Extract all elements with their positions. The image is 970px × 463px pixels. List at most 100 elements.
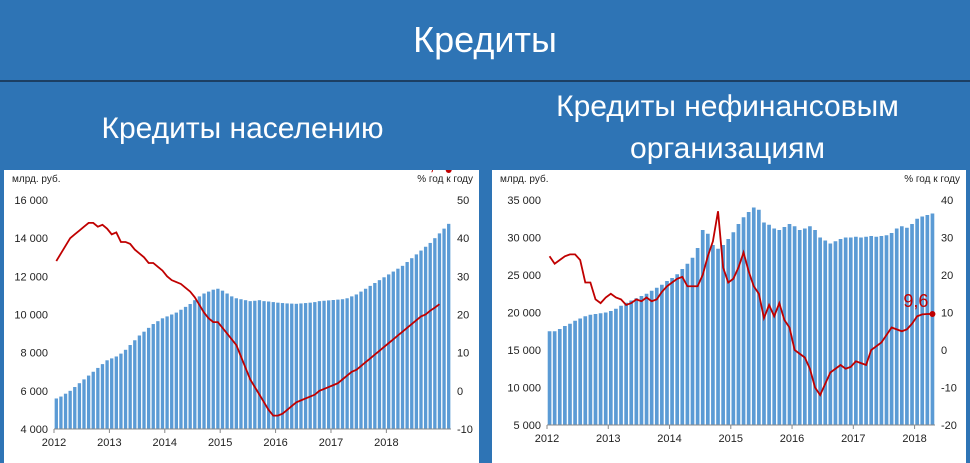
- bar: [767, 224, 771, 425]
- growth-rate-label: 9,6: [903, 291, 928, 311]
- bar: [156, 321, 160, 429]
- bar: [271, 302, 275, 429]
- bar: [303, 303, 308, 429]
- growth-rate-line: [548, 211, 933, 397]
- chart-panel-corporate: млрд. руб. % год к году 9,6 5 000 10 000 15…: [492, 170, 966, 463]
- bar: [711, 245, 715, 425]
- bar: [391, 271, 395, 429]
- growth-rate-end-marker: [929, 311, 936, 317]
- bar: [230, 296, 234, 429]
- y-tick-label: 35 000: [507, 195, 541, 207]
- bar: [864, 236, 868, 425]
- bar: [294, 303, 299, 429]
- bar: [716, 248, 720, 425]
- chart-corporate-loans: 9,6 5 000 10 000 15 000 20 000 25 000 30 000 35…: [507, 195, 957, 445]
- y2-tick-label: 30: [941, 233, 953, 245]
- y-tick-label: 16 000: [14, 195, 48, 207]
- bar: [675, 274, 680, 425]
- bar: [257, 300, 262, 429]
- growth-rate-line: [55, 222, 440, 417]
- bar: [665, 281, 669, 425]
- bar: [762, 222, 766, 425]
- x-tick-label: 2015: [208, 437, 232, 449]
- bar: [629, 300, 634, 425]
- bar: [188, 304, 192, 429]
- bar: [797, 230, 802, 425]
- y-tick-label: 15 000: [507, 345, 541, 357]
- bar: [828, 243, 833, 425]
- bar: [110, 358, 114, 429]
- x-tick-label: 2018: [374, 437, 398, 449]
- bar: [859, 237, 863, 425]
- y2-tick-label: 0: [457, 386, 463, 398]
- bar: [838, 239, 843, 425]
- x-tick-label: 2012: [42, 437, 66, 449]
- bar: [787, 224, 792, 425]
- bar: [160, 318, 165, 429]
- bar: [899, 226, 904, 425]
- bar: [59, 396, 63, 429]
- y2-tick-label: -10: [457, 424, 473, 436]
- bar: [86, 375, 91, 429]
- bar: [624, 302, 628, 425]
- bar: [340, 299, 345, 429]
- bar: [823, 240, 828, 425]
- bar: [170, 314, 174, 429]
- bar: [280, 303, 285, 429]
- bar: [331, 300, 335, 429]
- bar: [308, 302, 312, 429]
- bar: [695, 248, 700, 425]
- bar: [299, 303, 303, 429]
- bar: [772, 228, 777, 425]
- bar: [598, 313, 603, 425]
- bar: [142, 331, 146, 429]
- x-tick-label: 2017: [841, 433, 865, 445]
- bar: [568, 323, 572, 425]
- bar: [685, 263, 690, 425]
- bar: [363, 288, 368, 429]
- subtitle-corporate-loans-line2: организациям: [630, 132, 825, 165]
- y2-tick-label: -10: [941, 383, 957, 395]
- bar: [73, 387, 77, 429]
- bar: [243, 300, 248, 429]
- bar: [782, 227, 787, 425]
- bar: [588, 314, 593, 425]
- x-tick-label: 2013: [596, 433, 620, 445]
- bar: [552, 331, 557, 425]
- bar: [644, 293, 649, 425]
- right-axis-unit: % год к году: [417, 174, 473, 185]
- bar: [414, 254, 419, 429]
- right-axis-unit: % год к году: [904, 174, 960, 185]
- left-axis-unit: млрд. руб.: [12, 174, 61, 185]
- bar: [808, 226, 812, 425]
- bar: [137, 335, 142, 429]
- bar: [202, 293, 206, 429]
- bar: [925, 215, 930, 425]
- y-tick-label: 12 000: [14, 271, 48, 283]
- bar: [387, 274, 391, 429]
- bar: [802, 228, 807, 425]
- bar: [614, 308, 618, 425]
- bar: [884, 235, 889, 425]
- bar: [146, 327, 151, 429]
- y2-tick-label: 10: [941, 308, 953, 320]
- bar: [285, 303, 289, 429]
- bar: [593, 314, 598, 425]
- bar: [869, 236, 874, 425]
- bar: [63, 393, 68, 429]
- bar: [736, 224, 741, 425]
- y2-tick-label: 20: [941, 270, 953, 282]
- bar: [359, 291, 363, 429]
- bar: [660, 284, 664, 425]
- bar: [239, 299, 243, 429]
- bar: [216, 288, 220, 429]
- bar: [96, 367, 100, 429]
- bar: [746, 212, 751, 425]
- bar: [105, 360, 109, 429]
- bar: [396, 268, 400, 429]
- bar: [290, 303, 294, 429]
- bar: [114, 356, 118, 429]
- bar: [54, 398, 58, 429]
- x-tick-label: 2016: [263, 437, 287, 449]
- bar: [423, 246, 428, 429]
